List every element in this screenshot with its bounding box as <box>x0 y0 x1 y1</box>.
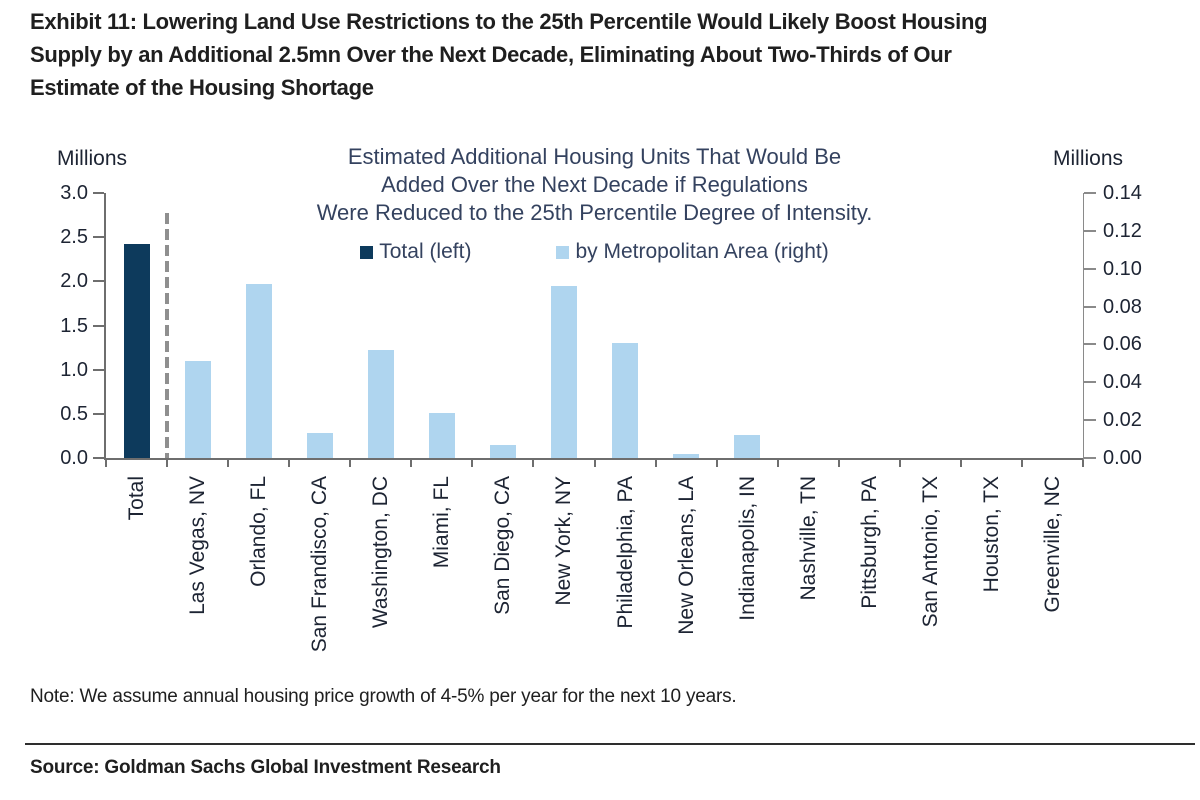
left-axis-unit-label: Millions <box>57 147 128 170</box>
category-label-new-orleans-la: New Orleans, LA <box>674 476 698 635</box>
chart-legend: Total (left) by Metropolitan Area (right) <box>106 240 1083 264</box>
left-axis-tick-label: 2.0 <box>60 270 88 293</box>
legend-item-total: Total (left) <box>360 240 471 264</box>
left-axis-tick-label: 3.0 <box>60 182 88 204</box>
right-axis-tick-label: 0.06 <box>1103 333 1142 356</box>
legend-item-metro: by Metropolitan Area (right) <box>556 240 829 264</box>
left-axis-tick <box>93 457 104 459</box>
total-separator-dashed-line <box>165 213 170 458</box>
category-label-houston-tx: Houston, TX <box>979 476 1003 593</box>
left-axis-tick-label: 0.5 <box>60 402 88 425</box>
right-axis-tick-label: 0.02 <box>1103 409 1142 432</box>
right-axis-tick-label: 0.04 <box>1103 371 1142 394</box>
category-label-san-frandisco-ca: San Frandisco, CA <box>308 476 332 653</box>
right-axis-tick-label: 0.10 <box>1103 257 1142 280</box>
bar-orlando-fl <box>245 283 272 458</box>
chart-title-line-2: Added Over the Next Decade if Regulation… <box>381 172 808 197</box>
x-axis-tick <box>959 460 962 467</box>
x-axis-tick <box>410 460 413 467</box>
category-label-orlando-fl: Orlando, FL <box>247 476 271 587</box>
left-axis-tick <box>93 236 104 239</box>
category-label-pittsburgh-pa: Pittsburgh, PA <box>857 476 881 609</box>
left-axis-tick-label: 1.0 <box>60 358 88 381</box>
category-label-indianapolis-in: Indianapolis, IN <box>735 476 759 621</box>
bar-indianapolis-in <box>734 435 761 458</box>
bar-total <box>123 244 150 458</box>
source-text: Source: Goldman Sachs Global Investment … <box>30 757 501 778</box>
right-axis-tick-label: 0.12 <box>1103 219 1142 242</box>
divider-rule <box>25 743 1195 745</box>
right-axis-tick-label: 0.00 <box>1103 447 1142 469</box>
right-axis-tick <box>1084 305 1096 308</box>
legend-swatch-metro <box>556 245 570 259</box>
right-axis-tick <box>1084 419 1096 422</box>
right-axis-unit-label: Millions <box>1053 147 1124 170</box>
x-axis-tick <box>105 460 107 467</box>
x-axis-tick <box>227 460 230 467</box>
x-axis-tick <box>837 460 840 467</box>
bottom-axis-line <box>104 458 1084 460</box>
bar-san-frandisco-ca <box>306 433 333 458</box>
category-label-greenville-nc: Greenville, NC <box>1040 476 1064 613</box>
x-axis-tick <box>593 460 596 467</box>
right-axis-tick-label: 0.08 <box>1103 295 1142 318</box>
left-axis-tick-label: 2.5 <box>60 226 88 249</box>
bar-san-diego-ca <box>489 444 516 458</box>
bar-miami-fl <box>428 412 455 458</box>
x-axis-tick <box>654 460 657 467</box>
category-label-total: Total <box>125 476 149 521</box>
bar-las-vegas-nv <box>184 361 211 458</box>
x-axis-tick <box>715 460 718 467</box>
category-label-san-diego-ca: San Diego, CA <box>491 476 515 615</box>
x-axis-tick <box>1020 460 1023 467</box>
category-label-miami-fl: Miami, FL <box>430 476 454 569</box>
x-axis-tick <box>776 460 779 467</box>
left-axis-tick <box>93 368 104 371</box>
left-axis-line <box>104 193 106 460</box>
legend-label-metro: by Metropolitan Area (right) <box>575 240 829 263</box>
right-axis-line <box>1083 193 1084 460</box>
bar-washington-dc <box>367 350 394 458</box>
category-label-nashville-tn: Nashville, TN <box>796 476 820 601</box>
x-axis-tick <box>471 460 474 467</box>
left-axis-tick <box>93 412 104 415</box>
x-axis-tick <box>288 460 291 467</box>
right-axis-tick <box>1084 457 1096 459</box>
right-axis-tick <box>1084 343 1096 346</box>
x-axis-tick <box>166 460 169 467</box>
chart-title: Estimated Additional Housing Units That … <box>106 143 1083 227</box>
note-text: Note: We assume annual housing price gro… <box>30 686 737 707</box>
left-axis-tick <box>93 192 104 194</box>
left-axis-tick <box>93 280 104 283</box>
category-label-washington-dc: Washington, DC <box>369 476 393 629</box>
plot-area: 3.0 2.5 2.0 1.5 1.0 0.5 0.0 0.14 0.12 0.10 0.08 0.0… <box>60 182 1142 469</box>
right-axis-tick <box>1084 192 1096 194</box>
category-label-san-antonio-tx: San Antonio, TX <box>918 476 942 628</box>
category-label-new-york-ny: New York, NY <box>552 476 576 606</box>
right-axis-tick <box>1084 381 1096 384</box>
bar-new-orleans-la <box>673 454 700 458</box>
bar-philadelphia-pa <box>612 342 639 458</box>
x-axis-tick <box>349 460 352 467</box>
legend-swatch-total <box>360 245 374 259</box>
chart-title-line-1: Estimated Additional Housing Units That … <box>347 144 842 169</box>
right-axis-tick <box>1084 229 1096 232</box>
x-axis-tick <box>898 460 901 467</box>
x-axis-tick <box>532 460 535 467</box>
left-axis-tick <box>93 324 104 327</box>
bar-new-york-ny <box>550 285 577 458</box>
category-label-philadelphia-pa: Philadelphia, PA <box>613 476 637 629</box>
category-label-las-vegas-nv: Las Vegas, NV <box>186 476 210 615</box>
chart-title-line-3: Were Reduced to the 25th Percentile Degr… <box>316 200 873 225</box>
exhibit-title: Exhibit 11: Lowering Land Use Restrictio… <box>30 9 988 100</box>
right-axis-tick <box>1084 267 1096 270</box>
left-axis-tick-label: 1.5 <box>60 314 88 337</box>
legend-label-total: Total (left) <box>379 240 472 263</box>
left-axis-tick-label: 0.0 <box>60 447 88 469</box>
right-axis-tick-label: 0.14 <box>1103 182 1142 204</box>
x-axis-tick <box>1082 460 1084 467</box>
